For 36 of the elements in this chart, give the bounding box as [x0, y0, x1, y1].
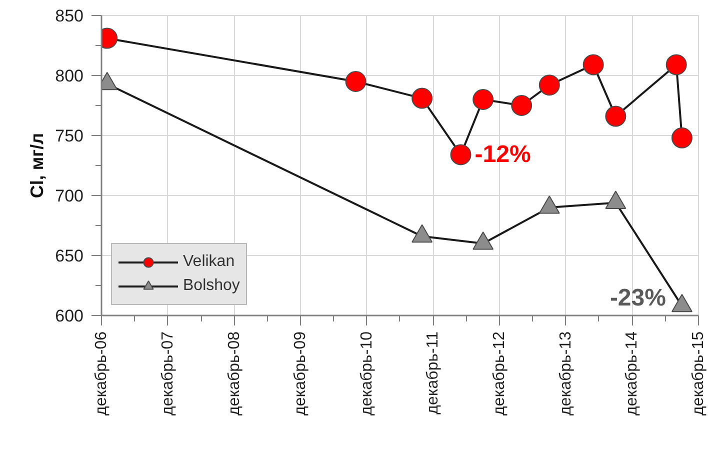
- x-tick-label: декабрь-08: [226, 331, 243, 416]
- point: [472, 231, 494, 250]
- point: [345, 71, 366, 92]
- point: [412, 224, 433, 243]
- point: [666, 54, 687, 76]
- y-tick-label: 600: [55, 306, 84, 326]
- point: [450, 144, 472, 166]
- y-tick-label: 850: [55, 6, 84, 26]
- point: [605, 190, 626, 209]
- point: [538, 195, 560, 214]
- y-axis-title: Cl, мг/л: [27, 132, 48, 198]
- x-tick-label: декабрь-09: [292, 331, 310, 416]
- annotation: -12%: [474, 141, 531, 168]
- point: [412, 88, 433, 109]
- point: [472, 89, 494, 110]
- x-tick-label: декабрь-07: [159, 331, 176, 416]
- x-tick-label: декабрь-15: [690, 331, 707, 416]
- legend-label: Bolshoy: [183, 276, 240, 296]
- point: [605, 106, 626, 127]
- x-tick-label: декабрь-14: [624, 331, 641, 416]
- x-tick-label: декабрь-13: [557, 331, 574, 416]
- point: [511, 95, 532, 116]
- point: [671, 294, 692, 312]
- y-tick-label: 750: [55, 126, 84, 146]
- legend-label: Velikan: [183, 252, 235, 272]
- x-tick-label: декабрь-11: [424, 331, 442, 414]
- annotation: -23%: [610, 284, 666, 312]
- y-tick-label: 650: [55, 246, 84, 266]
- point: [671, 127, 692, 148]
- x-tick-label: декабрь-12: [491, 331, 508, 416]
- x-tick-label: декабрь-10: [358, 331, 376, 416]
- y-tick-label: 700: [55, 186, 84, 206]
- x-tick-label: декабрь-06: [93, 331, 110, 416]
- y-tick-label: 800: [55, 66, 84, 86]
- point: [538, 74, 560, 96]
- point: [582, 54, 604, 76]
